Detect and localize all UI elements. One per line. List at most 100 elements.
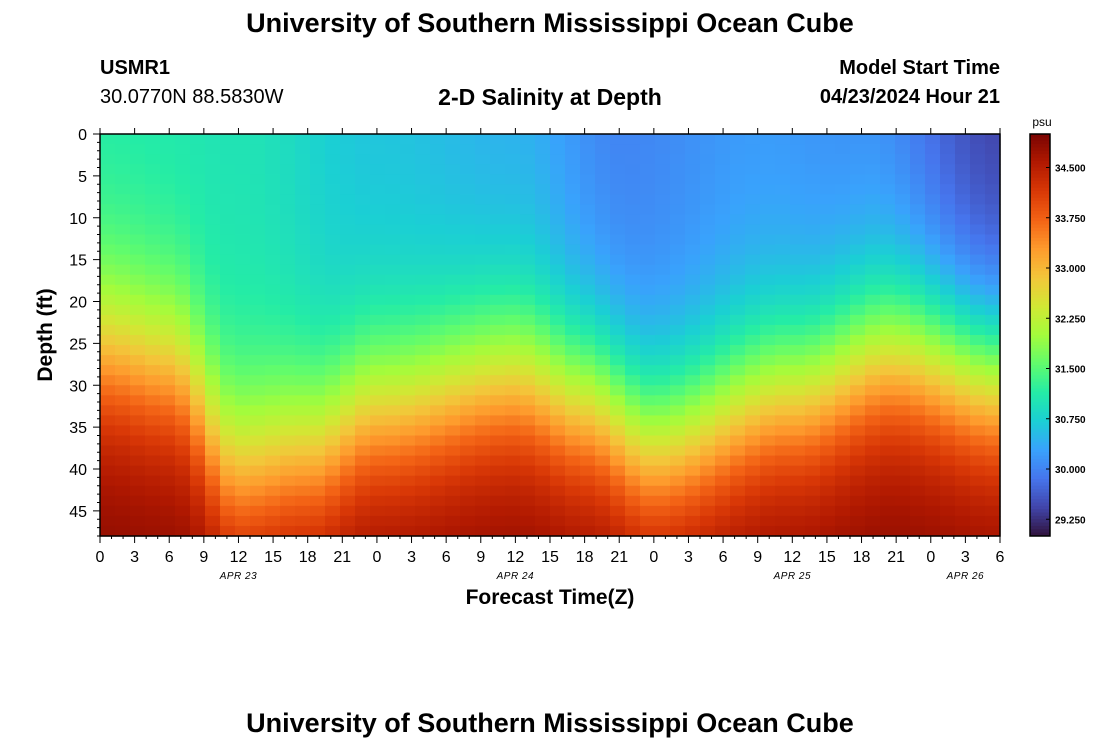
heatmap-cell xyxy=(940,224,956,236)
heatmap-cell xyxy=(820,244,836,256)
heatmap-cell xyxy=(280,204,296,215)
heatmap-cell xyxy=(220,405,236,416)
heatmap-cell xyxy=(820,465,836,477)
heatmap-cell xyxy=(850,415,866,427)
heatmap-cell xyxy=(850,244,866,256)
heatmap-cell xyxy=(145,314,161,326)
heatmap-cell xyxy=(385,214,401,226)
heatmap-cell xyxy=(985,314,1001,326)
heatmap-cell xyxy=(805,324,821,336)
heatmap-cell xyxy=(475,284,491,296)
heatmap-cell xyxy=(385,314,401,326)
heatmap-cell xyxy=(310,214,326,226)
heatmap-cell xyxy=(250,134,266,145)
colorbar-segment xyxy=(1030,452,1050,457)
heatmap-cell xyxy=(790,314,806,326)
heatmap-cell xyxy=(100,505,116,517)
heatmap-cell xyxy=(205,154,221,165)
heatmap-cell xyxy=(265,345,281,356)
heatmap-cell xyxy=(445,485,461,497)
heatmap-cell xyxy=(895,445,911,457)
heatmap-cell xyxy=(535,234,551,246)
colorbar-segment xyxy=(1030,425,1050,430)
heatmap-cell xyxy=(670,515,686,527)
heatmap-cell xyxy=(385,455,401,467)
heatmap-cell xyxy=(250,455,266,467)
heatmap-cell xyxy=(385,475,401,487)
heatmap-cell xyxy=(580,355,596,366)
heatmap-cell xyxy=(715,365,731,376)
heatmap-cell xyxy=(355,234,371,246)
heatmap-cell xyxy=(340,485,356,497)
colorbar-segment xyxy=(1030,408,1050,413)
heatmap-cell xyxy=(265,254,281,266)
heatmap-cell xyxy=(295,525,311,537)
heatmap-cell xyxy=(565,324,581,336)
heatmap-cell xyxy=(610,375,626,386)
heatmap-cell xyxy=(910,495,926,507)
heatmap-cell xyxy=(175,525,191,537)
heatmap-cell xyxy=(175,194,191,205)
heatmap-cell xyxy=(865,445,881,457)
heatmap-cell xyxy=(625,515,641,527)
heatmap-cell xyxy=(550,425,566,437)
heatmap-cell xyxy=(520,184,536,195)
heatmap-cell xyxy=(610,445,626,457)
heatmap-cell xyxy=(865,465,881,477)
heatmap-cell xyxy=(490,264,506,276)
heatmap-cell xyxy=(355,134,371,145)
heatmap-cell xyxy=(595,214,611,226)
heatmap-cell xyxy=(790,214,806,226)
heatmap-cell xyxy=(475,214,491,226)
heatmap-cell xyxy=(370,194,386,205)
heatmap-cell xyxy=(295,385,311,396)
heatmap-cell xyxy=(400,224,416,236)
heatmap-cell xyxy=(670,465,686,477)
heatmap-cell xyxy=(910,415,926,427)
heatmap-cell xyxy=(175,365,191,376)
heatmap-cell xyxy=(760,375,776,386)
colorbar-segment xyxy=(1030,164,1050,168)
heatmap-cell xyxy=(775,335,791,346)
heatmap-cell xyxy=(400,254,416,266)
heatmap-cell xyxy=(280,435,296,447)
x-tick-label: 6 xyxy=(719,549,728,566)
heatmap-cell xyxy=(370,324,386,336)
heatmap-cell xyxy=(955,194,971,205)
heatmap-cell xyxy=(445,154,461,165)
heatmap-cell xyxy=(610,425,626,437)
heatmap-cell xyxy=(895,224,911,236)
heatmap-cell xyxy=(685,294,701,306)
heatmap-cell xyxy=(730,355,746,366)
heatmap-cell xyxy=(745,194,761,205)
heatmap-cell xyxy=(325,505,341,517)
heatmap-cell xyxy=(805,244,821,256)
model-start-label: Model Start Time xyxy=(839,57,1000,79)
heatmap-cell xyxy=(655,445,671,457)
heatmap-cell xyxy=(730,214,746,226)
heatmap-cell xyxy=(430,314,446,326)
heatmap-cell xyxy=(475,415,491,427)
heatmap-cell xyxy=(235,324,251,336)
heatmap-cell xyxy=(880,365,896,376)
heatmap-cell xyxy=(940,445,956,457)
heatmap-cell xyxy=(670,485,686,497)
heatmap-cell xyxy=(565,405,581,416)
heatmap-cell xyxy=(160,495,176,507)
heatmap-cell xyxy=(220,324,236,336)
heatmap-cell xyxy=(130,324,146,336)
heatmap-cell xyxy=(385,345,401,356)
heatmap-cell xyxy=(430,365,446,376)
heatmap-cell xyxy=(595,304,611,316)
heatmap-cell xyxy=(625,264,641,276)
heatmap-cell xyxy=(430,254,446,266)
heatmap-cell xyxy=(355,154,371,165)
heatmap-cell xyxy=(655,405,671,416)
heatmap-cell xyxy=(805,525,821,537)
heatmap-cell xyxy=(160,355,176,366)
colorbar-segment xyxy=(1030,365,1050,369)
heatmap-cell xyxy=(400,154,416,165)
heatmap-cell xyxy=(730,254,746,266)
heatmap-cell xyxy=(340,335,356,346)
heatmap-cell xyxy=(175,395,191,406)
